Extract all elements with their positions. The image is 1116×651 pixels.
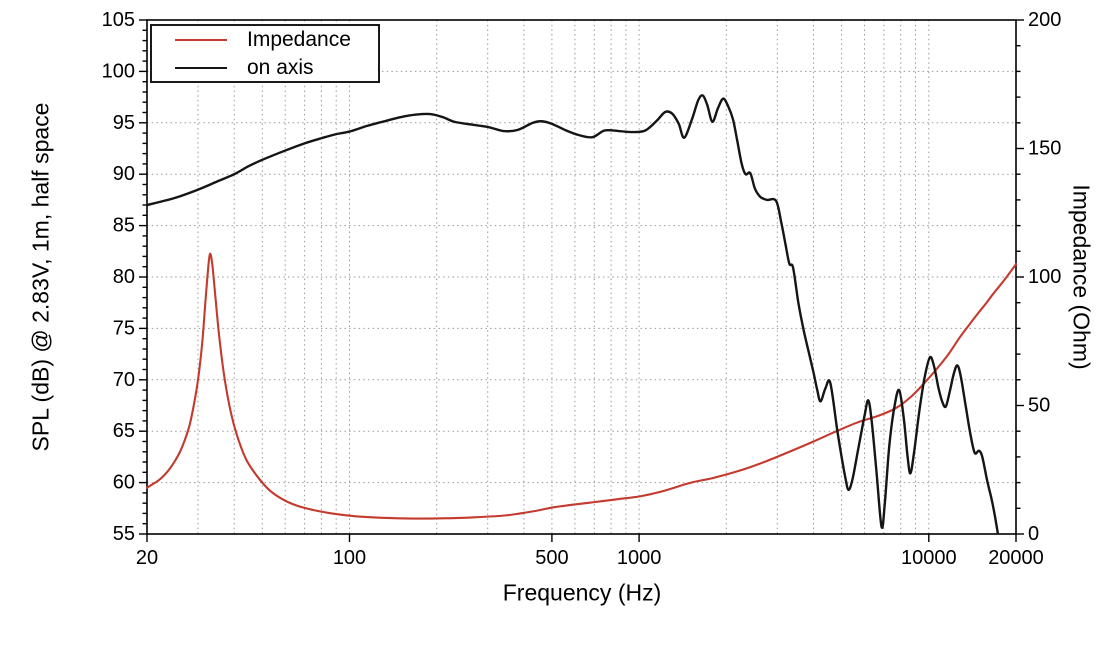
x-tick-label: 20000: [988, 547, 1044, 569]
y-right-axis-title: Impedance (Ohm): [1068, 184, 1095, 370]
x-tick-label: 1000: [617, 547, 662, 569]
y-left-tick-label: 70: [113, 369, 135, 391]
y-left-tick-label: 100: [102, 60, 135, 82]
y-left-tick-label: 65: [113, 420, 135, 442]
y-right-tick-label: 200: [1028, 9, 1061, 31]
legend-item-on-axis: on axis: [175, 56, 378, 80]
gridlines: [147, 20, 1016, 534]
y-left-tick-label: 105: [102, 9, 135, 31]
impedance-line-sample: [175, 38, 227, 41]
y-left-tick-label: 75: [113, 317, 135, 339]
y-right-tick-label: 0: [1028, 523, 1039, 545]
on-axis-curve: [145, 94, 999, 535]
legend-label-impedance: Impedance: [247, 28, 351, 51]
y-left-tick-label: 95: [113, 112, 135, 134]
x-axis-title: Frequency (Hz): [502, 579, 662, 606]
y-right-tick-label: 50: [1028, 395, 1050, 417]
axis-tick-labels: 55 60 65 70 75 80 85 90 95 100 105 0 50 100 150 200 20 10…: [102, 9, 1062, 569]
y-left-tick-label: 60: [113, 472, 135, 494]
y-left-tick-label: 90: [113, 163, 135, 185]
y-right-tick-label: 100: [1028, 266, 1061, 288]
y-left-axis-title: SPL (dB) @ 2.83V, 1m, half space: [27, 102, 54, 452]
axis-ticks: [139, 19, 1024, 542]
y-left-tick-label: 85: [113, 215, 135, 237]
impedance-curve: [145, 252, 1018, 520]
x-tick-label: 500: [535, 547, 568, 569]
y-left-tick-label: 55: [113, 523, 135, 545]
legend-item-impedance: Impedance: [175, 28, 378, 52]
y-left-tick-label: 80: [113, 266, 135, 288]
x-tick-label: 20: [136, 547, 158, 569]
on-axis-line-sample: [175, 66, 227, 69]
y-right-tick-label: 150: [1028, 138, 1061, 160]
legend: Impedance on axis: [150, 24, 380, 83]
x-tick-label: 100: [333, 547, 366, 569]
x-tick-label: 10000: [901, 547, 957, 569]
legend-label-on-axis: on axis: [247, 56, 314, 79]
